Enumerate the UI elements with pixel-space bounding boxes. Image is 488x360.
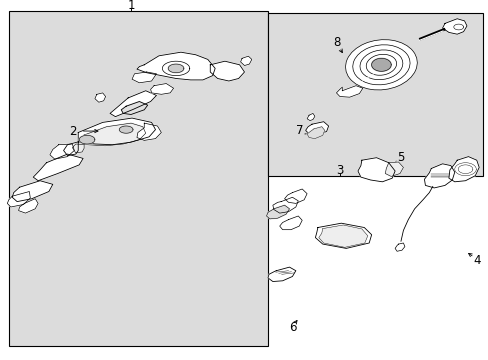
- Polygon shape: [453, 24, 463, 30]
- Polygon shape: [50, 144, 74, 159]
- Polygon shape: [442, 19, 466, 34]
- Polygon shape: [284, 189, 306, 203]
- Text: 7: 7: [295, 124, 303, 137]
- Polygon shape: [272, 197, 298, 213]
- Text: 6: 6: [288, 321, 296, 334]
- Polygon shape: [385, 162, 403, 176]
- Polygon shape: [119, 126, 133, 133]
- Text: 3: 3: [335, 164, 343, 177]
- Polygon shape: [305, 122, 328, 135]
- Polygon shape: [19, 199, 38, 213]
- Polygon shape: [240, 56, 251, 66]
- Polygon shape: [63, 118, 155, 156]
- Text: 8: 8: [333, 36, 341, 49]
- Polygon shape: [121, 102, 147, 114]
- Polygon shape: [371, 58, 390, 71]
- Polygon shape: [357, 158, 394, 182]
- Bar: [267, 13, 482, 176]
- Polygon shape: [315, 223, 371, 248]
- Polygon shape: [168, 64, 183, 73]
- Text: 4: 4: [472, 255, 480, 267]
- Polygon shape: [306, 113, 314, 121]
- Text: 5: 5: [396, 151, 404, 164]
- Polygon shape: [137, 123, 161, 140]
- Bar: [9, 11, 267, 346]
- Polygon shape: [162, 61, 189, 76]
- Polygon shape: [210, 61, 244, 81]
- Polygon shape: [12, 181, 53, 202]
- Polygon shape: [394, 243, 404, 251]
- Polygon shape: [150, 84, 173, 94]
- Polygon shape: [448, 157, 478, 182]
- Polygon shape: [318, 225, 367, 247]
- Polygon shape: [424, 164, 454, 188]
- Polygon shape: [7, 192, 30, 207]
- Polygon shape: [132, 72, 156, 83]
- Text: 2: 2: [69, 125, 77, 138]
- Polygon shape: [336, 86, 362, 97]
- Polygon shape: [266, 205, 289, 219]
- Polygon shape: [306, 127, 324, 139]
- Polygon shape: [33, 154, 83, 181]
- Polygon shape: [72, 123, 145, 153]
- Polygon shape: [137, 52, 215, 80]
- Polygon shape: [95, 93, 105, 102]
- Text: 1: 1: [127, 0, 135, 12]
- Polygon shape: [279, 216, 302, 230]
- Polygon shape: [110, 91, 156, 117]
- Polygon shape: [267, 267, 295, 282]
- Ellipse shape: [345, 40, 416, 90]
- Polygon shape: [79, 135, 95, 144]
